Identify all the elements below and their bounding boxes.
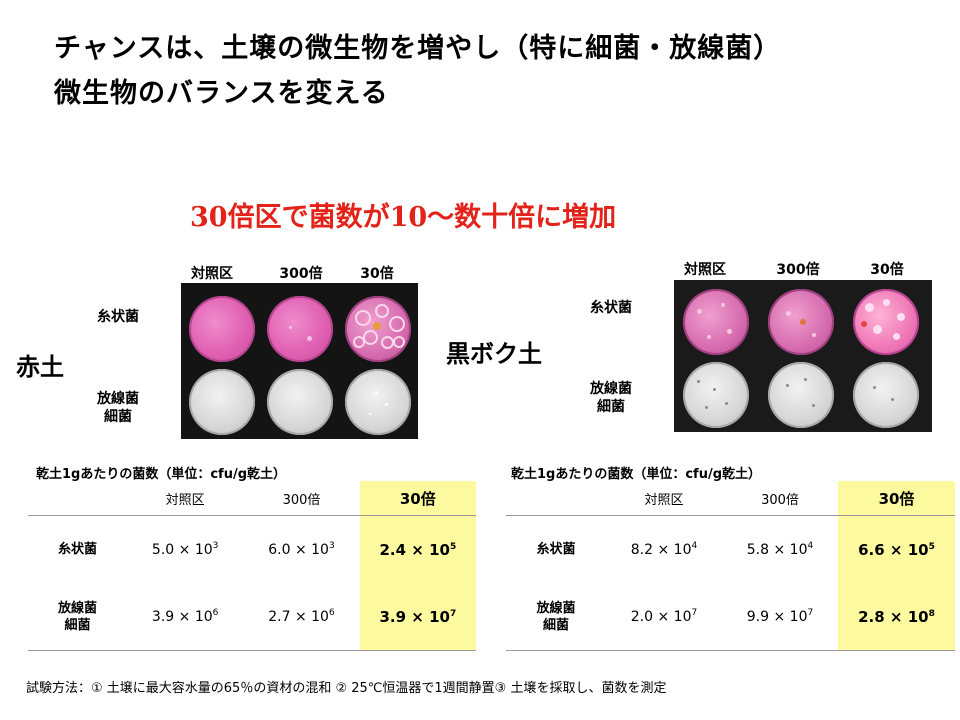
row-label-filamentous: 糸状菌 xyxy=(536,542,576,557)
dish-red-filamentous-300 xyxy=(267,296,333,362)
cell-value: 2.0 × 107 xyxy=(606,583,722,651)
photo-right-row-actino-line2: 細菌 xyxy=(597,399,625,415)
table-left-corner xyxy=(28,481,127,516)
photo-left-row-actino: 放線菌 細菌 xyxy=(86,390,150,426)
table-red-soil: 対照区 300倍 30倍 糸状菌 5.0 × 103 6.0 × 103 2.4… xyxy=(28,481,476,651)
slide-title-line1: チャンスは、土壌の微生物を増やし（特に細菌・放線菌） xyxy=(54,33,782,64)
photo-left-row-actino-line2: 細菌 xyxy=(104,409,132,425)
dish-black-actino-300 xyxy=(768,362,834,428)
petri-photo-black-soil xyxy=(674,280,932,432)
table-right-corner xyxy=(506,481,606,516)
cell-value: 6.0 × 103 xyxy=(268,540,335,558)
cell-value: 8.2 × 104 xyxy=(630,540,698,558)
slide-title-line2: 微生物のバランスを変える xyxy=(54,78,389,109)
photo-left-row-filamentous: 糸状菌 xyxy=(97,309,139,325)
table-right-col-300: 300倍 xyxy=(722,481,838,516)
table-left-col-control: 対照区 xyxy=(126,481,244,516)
dish-black-filamentous-300 xyxy=(768,289,834,355)
dish-red-filamentous-30 xyxy=(345,296,411,362)
cell-value: 2.7 × 106 xyxy=(243,583,360,651)
photo-right-row-filamentous: 糸状菌 xyxy=(590,300,632,316)
dish-black-filamentous-30 xyxy=(853,289,919,355)
photo-left-col-300: 300倍 xyxy=(279,266,323,282)
photo-left-col-control: 対照区 xyxy=(191,266,233,282)
photo-right-row-actino: 放線菌 細菌 xyxy=(579,380,643,416)
soil-label-black: 黒ボク土 xyxy=(446,340,542,368)
table-black-soil: 対照区 300倍 30倍 糸状菌 8.2 × 104 5.8 × 104 6.6… xyxy=(506,481,955,651)
dish-black-actino-control xyxy=(683,362,749,428)
dish-red-actino-30 xyxy=(345,369,411,435)
table-left-caption: 乾土1gあたりの菌数（単位：cfu/g乾土） xyxy=(36,467,287,482)
soil-label-red: 赤土 xyxy=(16,353,64,381)
table-row: 糸状菌 5.0 × 103 6.0 × 103 2.4 × 105 xyxy=(28,515,476,583)
table-left-col-300: 300倍 xyxy=(243,481,360,516)
dish-black-filamentous-control xyxy=(683,289,749,355)
highlight-statement: 30倍区で菌数が10～数十倍に増加 xyxy=(190,202,617,233)
cell-value-highlight: 2.8 × 108 xyxy=(838,583,955,651)
cell-value: 9.9 × 107 xyxy=(722,583,838,651)
test-method-footnote: 試験方法：① 土壌に最大容水量の65％の資材の混和 ② 25℃恒温器で1週間静置… xyxy=(26,681,667,696)
photo-right-row-actino-line1: 放線菌 xyxy=(590,381,632,397)
cell-value: 5.8 × 104 xyxy=(746,540,814,558)
dish-red-actino-300 xyxy=(267,369,333,435)
dish-black-actino-30 xyxy=(853,362,919,428)
table-left-col-30: 30倍 xyxy=(359,481,476,516)
table-right-col-30: 30倍 xyxy=(838,481,955,516)
table-row: 糸状菌 8.2 × 104 5.8 × 104 6.6 × 105 xyxy=(506,515,955,583)
cell-value: 3.9 × 106 xyxy=(126,583,244,651)
row-label-actino: 放線菌 細菌 xyxy=(28,583,127,651)
cell-value-highlight: 2.4 × 105 xyxy=(359,515,476,583)
cell-value-highlight: 6.6 × 105 xyxy=(838,515,955,583)
dish-red-actino-control xyxy=(189,369,255,435)
cell-value: 5.0 × 103 xyxy=(151,540,219,558)
table-row: 放線菌 細菌 3.9 × 106 2.7 × 106 3.9 × 107 xyxy=(28,583,476,651)
table-row: 放線菌 細菌 2.0 × 107 9.9 × 107 2.8 × 108 xyxy=(506,583,955,651)
dish-red-filamentous-control xyxy=(189,296,255,362)
row-label-actino: 放線菌 細菌 xyxy=(506,583,606,651)
photo-right-col-300: 300倍 xyxy=(776,262,820,278)
cell-value-highlight: 3.9 × 107 xyxy=(359,583,476,651)
photo-right-col-30: 30倍 xyxy=(870,262,904,278)
photo-left-row-actino-line1: 放線菌 xyxy=(97,391,139,407)
row-label-filamentous: 糸状菌 xyxy=(57,542,97,557)
table-right-col-control: 対照区 xyxy=(606,481,722,516)
photo-left-col-30: 30倍 xyxy=(360,266,394,282)
table-right-caption: 乾土1gあたりの菌数（単位：cfu/g乾土） xyxy=(511,467,762,482)
petri-photo-red-soil xyxy=(181,283,418,439)
photo-right-col-control: 対照区 xyxy=(684,262,726,278)
